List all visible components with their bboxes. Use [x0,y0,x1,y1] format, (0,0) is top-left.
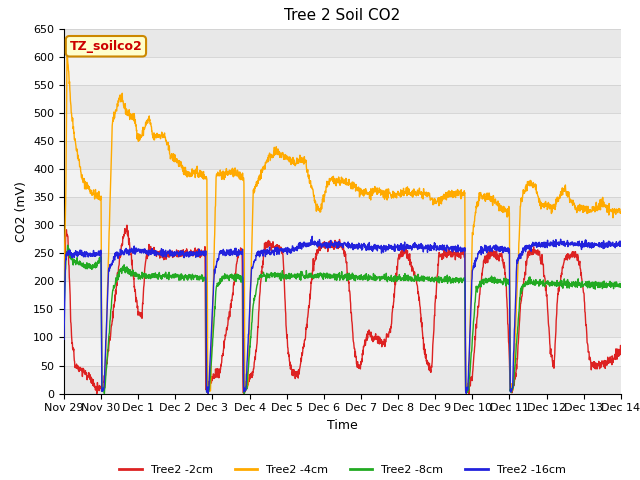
Bar [64,169,621,197]
Bar [64,310,621,337]
Bar [64,85,621,113]
Title: Tree 2 Soil CO2: Tree 2 Soil CO2 [284,9,401,24]
Y-axis label: CO2 (mV): CO2 (mV) [15,181,28,241]
Bar [64,281,621,310]
Bar [64,253,621,281]
Bar [64,225,621,253]
Bar [64,29,621,57]
Text: TZ_soilco2: TZ_soilco2 [70,40,142,53]
Bar [64,337,621,366]
X-axis label: Time: Time [327,419,358,432]
Bar [64,366,621,394]
Bar [64,197,621,225]
Bar [64,57,621,85]
Legend: Tree2 -2cm, Tree2 -4cm, Tree2 -8cm, Tree2 -16cm: Tree2 -2cm, Tree2 -4cm, Tree2 -8cm, Tree… [115,460,570,479]
Bar [64,113,621,141]
Bar [64,141,621,169]
